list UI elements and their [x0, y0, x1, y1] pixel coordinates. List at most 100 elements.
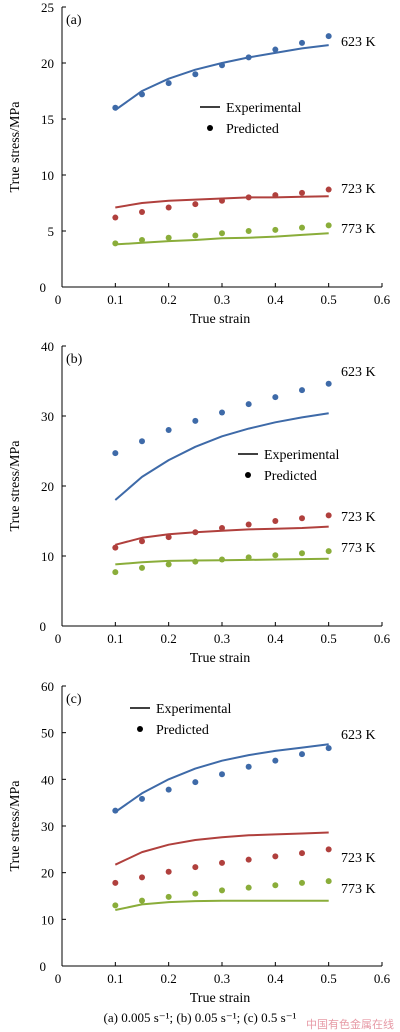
predicted-point-623-k: [245, 401, 252, 408]
x-tick-label: 0.2: [161, 971, 177, 986]
x-tick-label: 0: [55, 292, 62, 307]
predicted-point-723-k: [219, 525, 225, 531]
predicted-point-623-k: [325, 380, 332, 387]
chart-panel-b: 0 0.1 0.2 0.3 0.4 0.5 0.6 10 20 30 40 0 True strain T…: [8, 339, 391, 666]
predicted-point-623-k: [165, 80, 172, 87]
predicted-point-623-k: [245, 54, 252, 61]
series-label-623-k: 623 K: [341, 728, 376, 743]
predicted-point-723-k: [325, 186, 332, 193]
x-tick-label: 0.1: [107, 292, 123, 307]
predicted-point-723-k: [299, 850, 305, 857]
predicted-point-623-k: [112, 450, 119, 457]
series-label-723-k: 723 K: [341, 182, 376, 197]
legend-experimental: Experimental: [156, 702, 232, 717]
panel-label: (b): [66, 352, 83, 367]
series-label-773-k: 773 K: [341, 882, 376, 897]
x-tick-label: 0.4: [267, 631, 284, 646]
experimental-line-773-k: [115, 899, 329, 911]
legend-predicted: Predicted: [226, 122, 279, 137]
predicted-point-623-k: [192, 71, 199, 78]
series-label-723-k: 723 K: [341, 510, 376, 525]
experimental-line-773-k: [115, 232, 329, 246]
predicted-point-623-k: [165, 786, 172, 793]
x-axis-label: True strain: [190, 991, 251, 1006]
predicted-point-623-k: [192, 417, 199, 424]
predicted-point-723-k: [139, 208, 145, 215]
x-tick-label: 0.1: [107, 971, 123, 986]
predicted-point-773-k: [325, 548, 332, 555]
predicted-point-773-k: [325, 878, 332, 885]
predicted-point-723-k: [299, 189, 305, 196]
y-axis-label: True stress/MPa: [8, 101, 23, 193]
predicted-point-723-k: [165, 868, 172, 875]
predicted-point-773-k: [139, 564, 145, 571]
y-tick-label: 40: [41, 339, 54, 354]
y-tick-label: 10: [41, 912, 54, 927]
x-tick-label: 0.3: [214, 971, 230, 986]
predicted-point-723-k: [192, 529, 199, 536]
experimental-line-723-k: [114, 831, 329, 866]
x-tick-label: 0.3: [214, 292, 230, 307]
predicted-point-723-k: [245, 521, 252, 528]
y-axis-label: True stress/MPa: [8, 440, 23, 532]
predicted-point-623-k: [165, 427, 172, 433]
y-tick-label: 0: [40, 959, 47, 974]
predicted-point-723-k: [272, 518, 279, 524]
predicted-point-623-k: [299, 39, 305, 46]
predicted-point-723-k: [112, 214, 119, 221]
predicted-point-773-k: [165, 561, 172, 568]
x-tick-label: 0: [55, 971, 62, 986]
y-tick-label: 5: [48, 224, 55, 239]
y-tick-label: 20: [41, 479, 54, 494]
predicted-point-773-k: [272, 882, 279, 889]
y-tick-label: 25: [41, 0, 54, 15]
legend-dot-marker: [137, 726, 143, 732]
predicted-point-723-k: [112, 879, 119, 886]
predicted-point-623-k: [272, 46, 279, 53]
predicted-point-723-k: [245, 856, 252, 863]
predicted-point-773-k: [192, 232, 199, 239]
x-tick-label: 0.3: [214, 631, 230, 646]
predicted-point-623-k: [272, 394, 279, 401]
x-tick-label: 0.5: [321, 292, 337, 307]
predicted-point-723-k: [112, 544, 119, 551]
predicted-point-623-k: [325, 745, 332, 752]
predicted-point-623-k: [325, 33, 332, 40]
predicted-point-773-k: [299, 550, 305, 557]
predicted-point-773-k: [165, 234, 172, 241]
predicted-point-773-k: [219, 887, 225, 894]
y-tick-label: 0: [40, 280, 47, 295]
y-axis-label: True stress/MPa: [8, 780, 23, 872]
predicted-point-623-k: [112, 104, 119, 111]
y-tick-label: 40: [41, 772, 54, 787]
x-tick-label: 0.4: [267, 292, 284, 307]
predicted-point-623-k: [139, 91, 145, 98]
legend-dot-marker: [207, 125, 213, 131]
y-tick-label: 30: [41, 409, 54, 424]
predicted-point-723-k: [139, 538, 145, 545]
predicted-point-723-k: [272, 853, 279, 860]
y-tick-label: 10: [41, 168, 54, 183]
series-label-623-k: 623 K: [341, 35, 376, 50]
series-label-623-k: 623 K: [341, 365, 376, 380]
legend-experimental: Experimental: [226, 101, 302, 116]
legend-dot-marker: [245, 472, 251, 478]
series-label-773-k: 773 K: [341, 222, 376, 237]
y-tick-label: 20: [41, 866, 54, 881]
predicted-point-623-k: [219, 771, 225, 778]
x-axis-label: True strain: [190, 651, 251, 666]
predicted-point-773-k: [299, 224, 305, 231]
predicted-point-773-k: [245, 228, 252, 234]
predicted-point-773-k: [139, 236, 145, 243]
figure-caption: (a) 0.005 s⁻¹; (b) 0.05 s⁻¹; (c) 0.5 s⁻¹: [103, 1010, 297, 1025]
x-tick-label: 0: [55, 631, 62, 646]
predicted-point-723-k: [299, 515, 305, 522]
y-tick-label: 20: [41, 56, 54, 71]
legend-predicted: Predicted: [264, 469, 317, 484]
predicted-point-773-k: [272, 226, 279, 233]
predicted-point-623-k: [272, 757, 279, 764]
predicted-point-773-k: [112, 240, 119, 247]
series-label-723-k: 723 K: [341, 851, 376, 866]
predicted-point-773-k: [112, 902, 119, 909]
predicted-point-623-k: [245, 763, 252, 770]
